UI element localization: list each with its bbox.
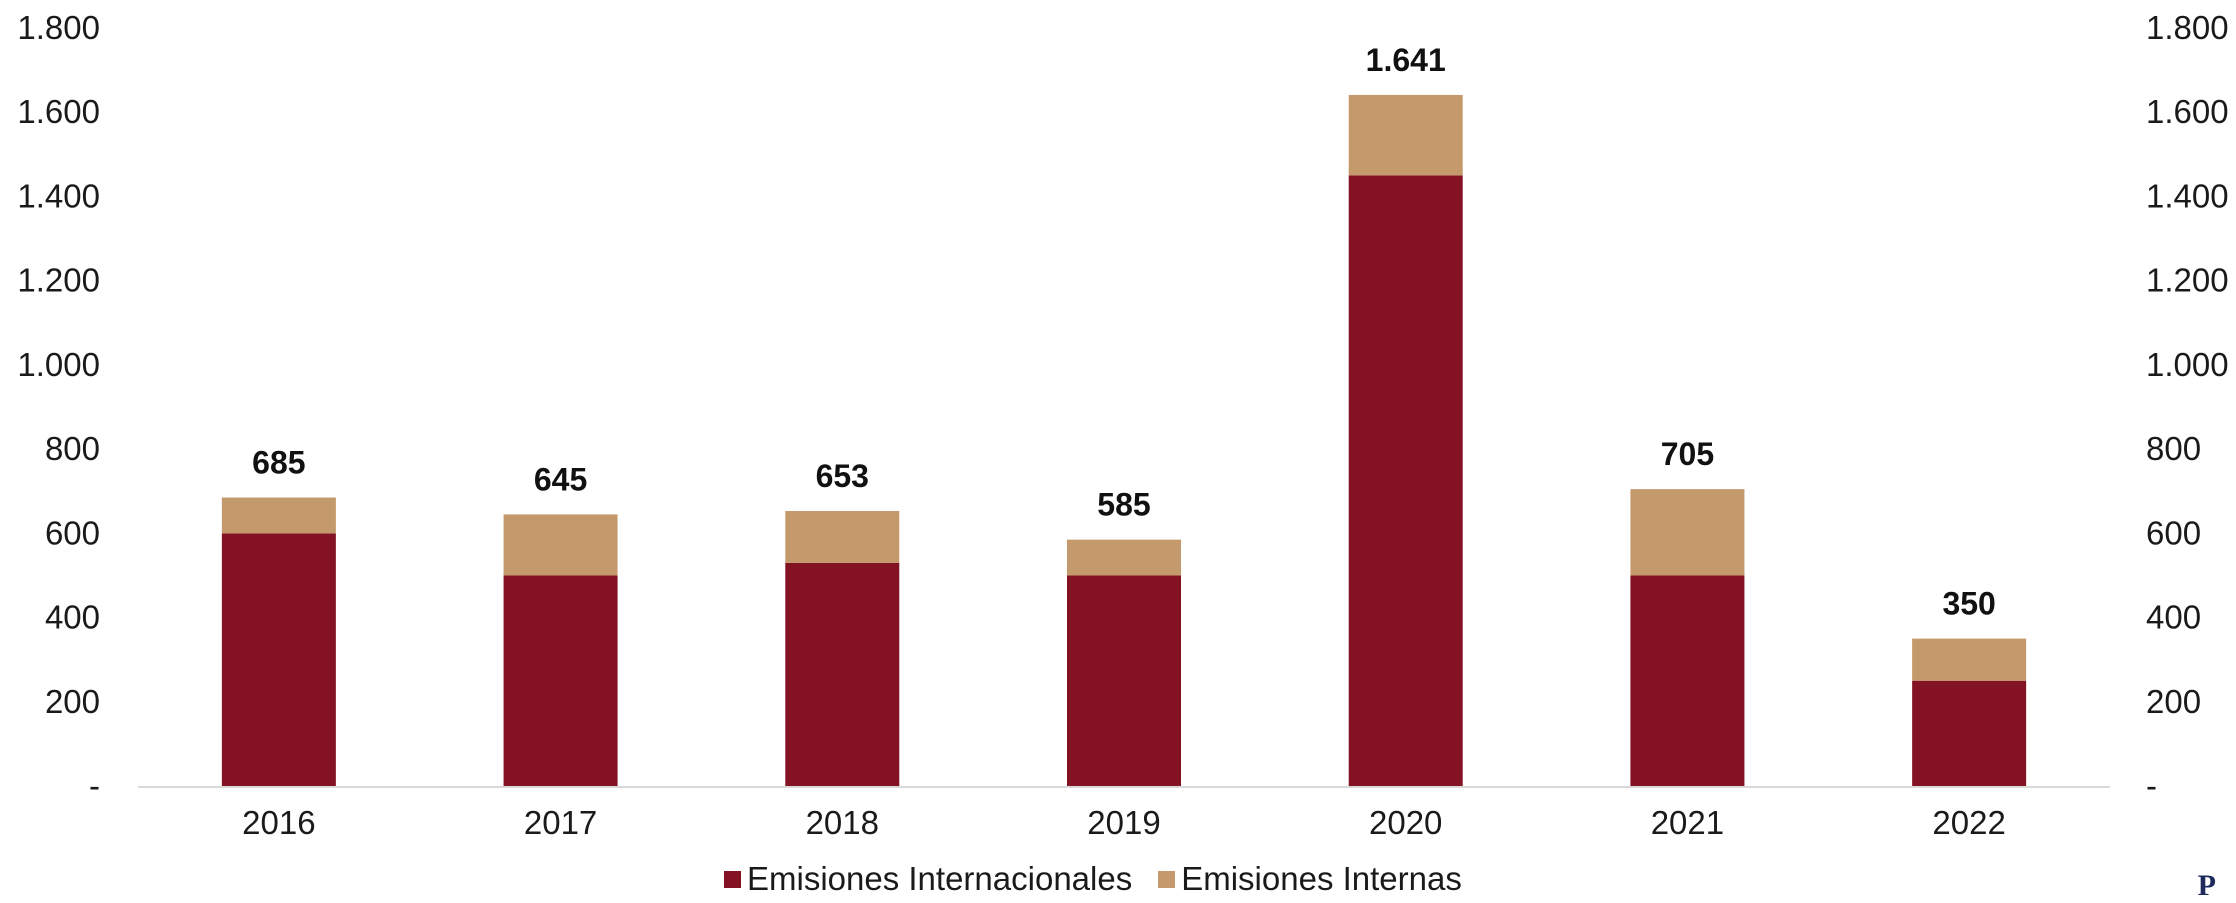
x-tick-label: 2021 — [1651, 804, 1724, 841]
y-tick-label-left: 600 — [45, 514, 100, 551]
bar-segment-internas — [1348, 94, 1463, 176]
y-tick-label-left: - — [89, 767, 100, 804]
y-tick-label-left: 1.800 — [17, 9, 100, 46]
bar-total-label: 1.641 — [1366, 42, 1446, 78]
bar-segment-internacionales — [785, 562, 900, 786]
bar-total-label: 705 — [1661, 436, 1714, 472]
y-tick-label-left: 200 — [45, 683, 100, 720]
bar-total-label: 685 — [252, 445, 305, 481]
y-tick-label-right: - — [2146, 767, 2157, 804]
y-tick-label-right: 400 — [2146, 599, 2201, 636]
y-tick-label-right: 800 — [2146, 430, 2201, 467]
y-tick-label-left: 1.400 — [17, 177, 100, 214]
x-tick-label: 2016 — [242, 804, 315, 841]
bar-segment-internas — [1630, 489, 1745, 576]
left-y-axis: - 200 400 600 800 1.000 1.200 1.400 1.600 1.800 — [17, 9, 100, 804]
x-tick-label: 2020 — [1369, 804, 1442, 841]
y-tick-label-left: 1.200 — [17, 262, 100, 299]
bar-segment-internacionales — [503, 575, 618, 786]
right-y-axis: - 200 400 600 800 1.000 1.200 1.400 1.600 1.800 — [2146, 9, 2229, 804]
total-labels: 685 645 653 585 1.641 705 350 — [252, 42, 1996, 622]
bars — [221, 94, 2027, 786]
y-tick-label-right: 200 — [2146, 683, 2201, 720]
bar-total-label: 350 — [1942, 586, 1995, 622]
legend: Emisiones Internacionales Emisiones Inte… — [724, 860, 1488, 898]
x-tick-label: 2019 — [1087, 804, 1160, 841]
y-tick-label-left: 1.600 — [17, 93, 100, 130]
bar-segment-internas — [503, 514, 618, 576]
y-tick-label-left: 1.000 — [17, 346, 100, 383]
y-tick-label-right: 600 — [2146, 514, 2201, 551]
y-tick-label-right: 1.000 — [2146, 346, 2229, 383]
x-axis-labels: 2016 2017 2018 2019 2020 2021 2022 — [242, 804, 2006, 841]
y-tick-label-right: 1.200 — [2146, 262, 2229, 299]
legend-swatch-internacionales — [724, 870, 741, 888]
bar-segment-internas — [1912, 638, 2027, 681]
brand-logo: P — [2197, 869, 2216, 902]
bar-segment-internacionales — [1630, 575, 1745, 786]
bar-segment-internas — [1067, 539, 1181, 576]
bar-segment-internas — [221, 497, 336, 534]
legend-item-internacionales: Emisiones Internacionales — [724, 860, 1132, 898]
x-tick-label: 2017 — [524, 804, 597, 841]
bar-segment-internas — [785, 511, 900, 563]
x-tick-label: 2018 — [806, 804, 879, 841]
legend-swatch-internas — [1158, 870, 1176, 888]
y-tick-label-left: 400 — [45, 599, 100, 636]
y-tick-label-left: 800 — [45, 430, 100, 467]
y-tick-label-right: 1.400 — [2146, 177, 2229, 214]
bar-total-label: 653 — [816, 458, 869, 494]
legend-label-internacionales: Emisiones Internacionales — [747, 860, 1133, 897]
bar-total-label: 645 — [534, 461, 587, 497]
y-tick-label-right: 1.800 — [2146, 9, 2229, 46]
y-tick-label-right: 1.600 — [2146, 93, 2229, 130]
bar-segment-internacionales — [1348, 175, 1463, 786]
bar-segment-internacionales — [1912, 680, 2027, 786]
bar-segment-internacionales — [221, 533, 336, 786]
bar-total-label: 585 — [1097, 487, 1150, 523]
legend-label-internas: Emisiones Internas — [1181, 860, 1462, 897]
legend-item-internas: Emisiones Internas — [1158, 860, 1462, 898]
x-tick-label: 2022 — [1932, 804, 2005, 841]
bar-segment-internacionales — [1067, 575, 1181, 786]
